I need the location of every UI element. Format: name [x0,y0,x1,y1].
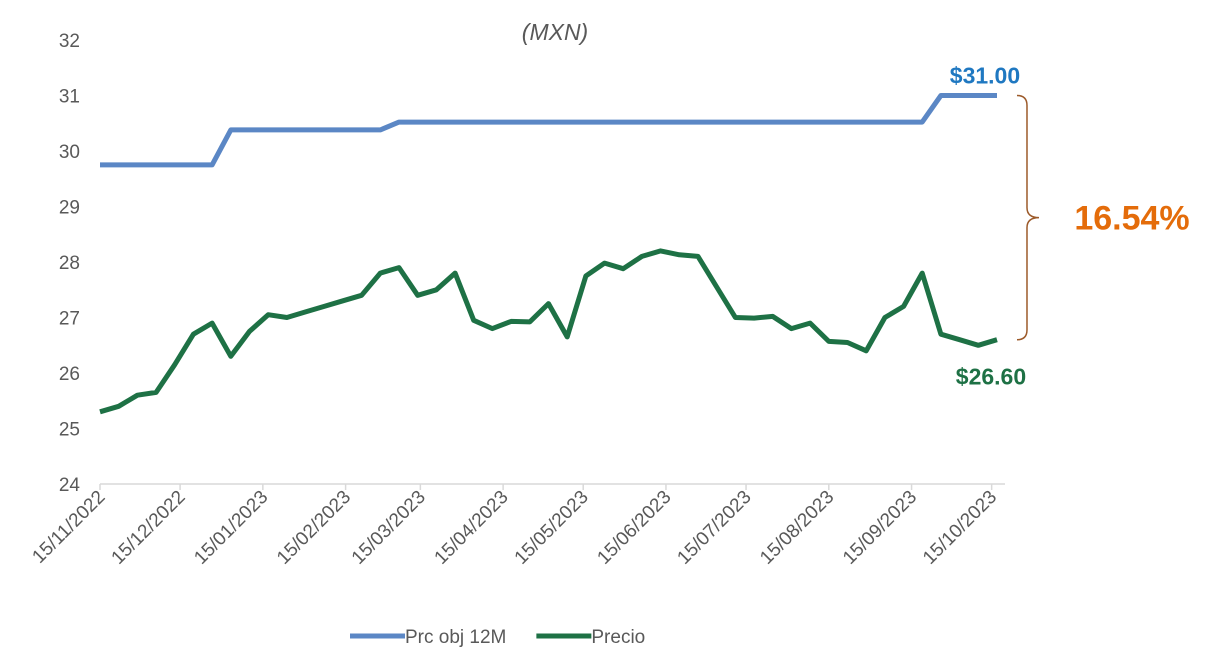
x-tick-label: 15/01/2023 [190,487,272,569]
y-tick-label: 29 [59,198,80,219]
y-tick-label: 28 [59,253,80,274]
x-tick-label: 15/02/2023 [273,487,355,569]
y-tick-label: 25 [59,420,80,441]
x-tick-label: 15/04/2023 [431,487,513,569]
y-tick-label: 27 [59,309,80,330]
annotation: 16.54% [1074,200,1189,238]
annotation: $31.00 [950,63,1020,89]
legend-label: Prc obj 12M [405,627,506,648]
x-tick-label: 15/03/2023 [348,487,430,569]
line [100,93,997,168]
y-tick-label: 31 [59,87,80,108]
line [99,248,998,415]
x-tick-label: 15/12/2022 [108,487,190,569]
x-tick-label: 15/09/2023 [839,487,921,569]
x-tick-label: 15/06/2023 [593,487,675,569]
x-tick-label: 15/05/2023 [511,487,593,569]
x-tick-label: 15/11/2022 [28,487,109,568]
x-tick-label: 15/07/2023 [673,487,755,569]
y-tick-label: 24 [59,475,81,496]
x-tick-label: 15/10/2023 [919,487,1001,569]
y-tick-label: 32 [59,31,80,52]
y-tick-label: 26 [59,364,80,385]
x-tick-label: 15/08/2023 [756,487,838,569]
y-tick-label: 30 [59,142,80,163]
chart-title: (MXN) [522,19,588,45]
brace [1016,94,1040,341]
annotation: $26.60 [956,364,1026,390]
legend: Prc obj 12M Precio [350,627,645,648]
legend-label: Precio [591,627,645,648]
